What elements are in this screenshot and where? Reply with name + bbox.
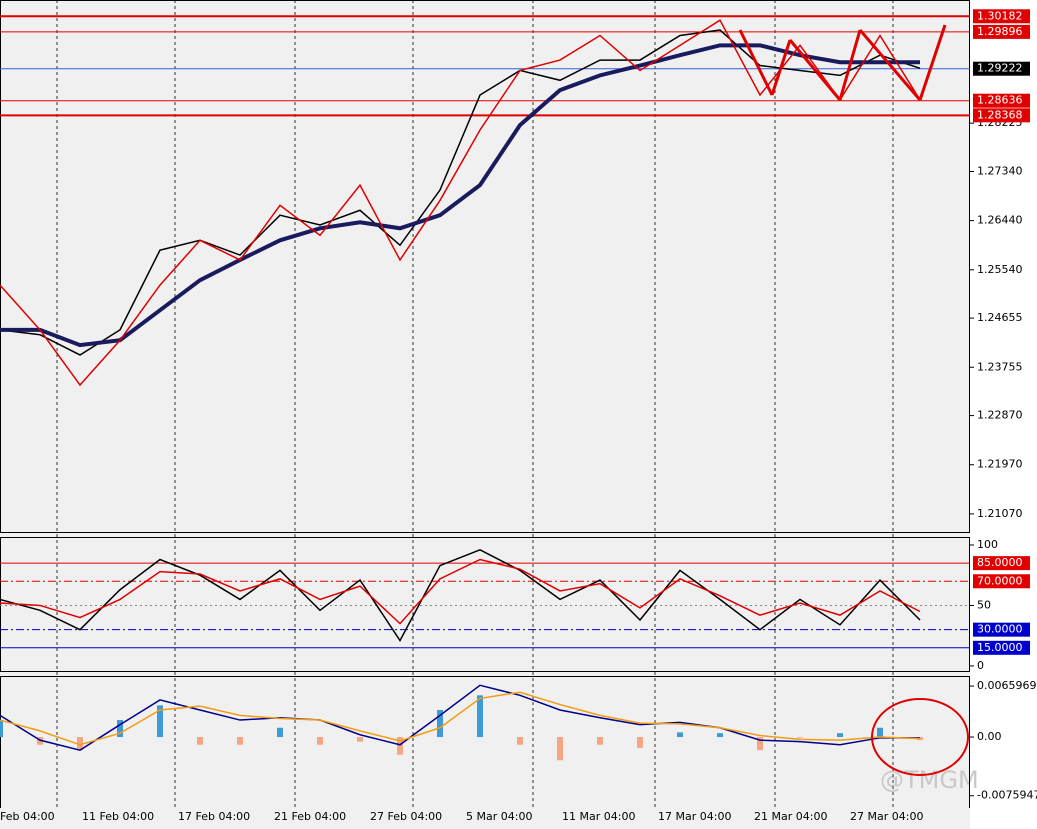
series-line bbox=[0, 684, 920, 751]
y-tick-label: 1.21970 bbox=[977, 458, 1023, 471]
level-label-box bbox=[973, 61, 1030, 76]
level-label: 15.0000 bbox=[977, 641, 1023, 654]
y-tick-label: 1.23755 bbox=[977, 360, 1023, 373]
level-label-box bbox=[973, 640, 1030, 655]
y-tick-label: 1.22870 bbox=[977, 409, 1023, 422]
series-line bbox=[0, 43, 920, 348]
histogram-bar bbox=[397, 737, 403, 755]
histogram-bar bbox=[0, 720, 3, 738]
annotation-arrow bbox=[918, 24, 947, 101]
x-tick-label: 27 Feb 04:00 bbox=[370, 810, 442, 823]
y-tick-label: 1.25540 bbox=[977, 263, 1023, 276]
y-tick-label: 1.27340 bbox=[977, 164, 1023, 177]
x-tick-label: 17 Mar 04:00 bbox=[658, 810, 731, 823]
histogram-bar bbox=[317, 737, 323, 745]
y-tick-label: 0 bbox=[977, 659, 984, 672]
x-tick-label: 11 Mar 04:00 bbox=[562, 810, 635, 823]
y-tick-label: 1.24655 bbox=[977, 311, 1023, 324]
level-label-box bbox=[973, 622, 1030, 637]
histogram-bar bbox=[557, 737, 563, 761]
level-label-box bbox=[973, 108, 1030, 123]
level-label: 1.29222 bbox=[977, 62, 1023, 75]
x-tick-label: 17 Feb 04:00 bbox=[178, 810, 250, 823]
panel-border bbox=[0, 537, 970, 672]
histogram-bar bbox=[717, 733, 723, 738]
histogram-bar bbox=[277, 727, 283, 738]
x-tick-label: 11 Feb 04:00 bbox=[82, 810, 154, 823]
histogram-bar bbox=[197, 737, 203, 745]
x-tick-label: 21 Mar 04:00 bbox=[754, 810, 827, 823]
y-tick-label: 1.21070 bbox=[977, 507, 1023, 520]
axis-strip bbox=[0, 808, 970, 829]
histogram-bar bbox=[597, 737, 603, 745]
histogram-bar bbox=[357, 737, 363, 742]
histogram-bar bbox=[797, 737, 803, 738]
histogram-bar bbox=[877, 727, 883, 738]
histogram-bar bbox=[157, 705, 163, 738]
histogram-bar bbox=[837, 733, 843, 738]
level-label-box bbox=[973, 93, 1030, 108]
level-label: 1.29896 bbox=[977, 25, 1023, 38]
histogram-bar bbox=[477, 695, 483, 738]
level-label: 70.0000 bbox=[977, 574, 1023, 587]
annotation-arrow bbox=[858, 29, 922, 101]
histogram-bar bbox=[77, 737, 83, 751]
level-label-box bbox=[973, 556, 1030, 571]
plot-background bbox=[0, 0, 970, 829]
annotation-arrow bbox=[788, 39, 842, 101]
level-label: 1.30182 bbox=[977, 9, 1023, 22]
series-line bbox=[0, 549, 921, 643]
level-label-box bbox=[973, 9, 1030, 24]
y-tick-label: 0.0065969 bbox=[977, 679, 1037, 692]
histogram-bar bbox=[517, 737, 523, 745]
y-tick-label: 1.26440 bbox=[977, 214, 1023, 227]
y-tick-label: 100 bbox=[977, 538, 998, 551]
level-label: 1.28636 bbox=[977, 94, 1023, 107]
x-tick-label: Feb 04:00 bbox=[0, 810, 55, 823]
histogram-bar bbox=[117, 720, 123, 738]
y-tick-label: 0.00 bbox=[977, 730, 1002, 743]
x-tick-label: 27 Mar 04:00 bbox=[850, 810, 923, 823]
series-line bbox=[0, 558, 921, 625]
annotation-arrow bbox=[738, 29, 774, 96]
histogram-bar bbox=[677, 732, 683, 738]
histogram-bar bbox=[757, 737, 763, 751]
annotation-arrow bbox=[838, 29, 862, 101]
level-label-box bbox=[973, 24, 1030, 39]
annotation-arrow bbox=[770, 39, 792, 96]
series-line bbox=[0, 691, 921, 746]
level-label: 85.0000 bbox=[977, 556, 1023, 569]
level-label-box bbox=[973, 574, 1030, 589]
level-label: 30.0000 bbox=[977, 623, 1023, 636]
histogram-bar bbox=[437, 710, 443, 738]
histogram-bar bbox=[237, 737, 243, 745]
histogram-bar bbox=[917, 737, 923, 741]
series-line bbox=[0, 29, 921, 356]
x-tick-label: 5 Mar 04:00 bbox=[466, 810, 532, 823]
level-label: 1.28368 bbox=[977, 108, 1023, 121]
x-tick-label: 21 Feb 04:00 bbox=[274, 810, 346, 823]
annotation-circle bbox=[871, 698, 969, 776]
histogram-bar bbox=[637, 737, 643, 748]
panel-border bbox=[0, 0, 970, 533]
y-tick-label: 50 bbox=[977, 598, 991, 611]
y-tick-label: -0.0075947 bbox=[977, 789, 1037, 802]
